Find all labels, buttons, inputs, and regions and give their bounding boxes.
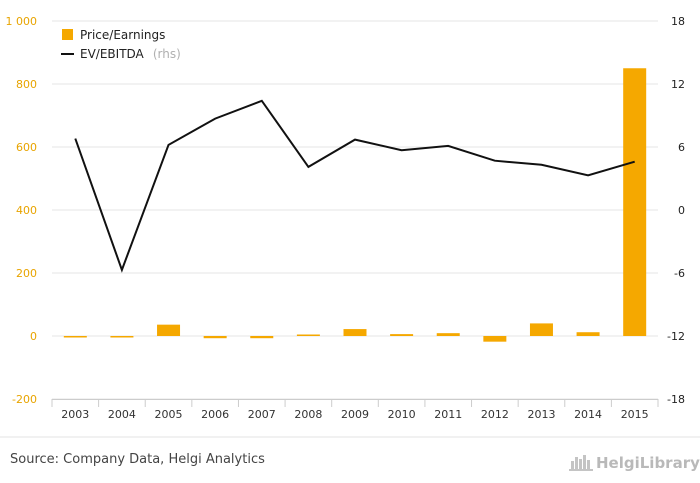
legend: Price/Earnings EV/EBITDA (rhs) (61, 28, 181, 62)
right-tick-label: 6 (678, 141, 685, 154)
right-tick-label: 18 (671, 15, 685, 28)
right-tick-label: -18 (667, 393, 685, 406)
bar-price-earnings-2009 (343, 329, 367, 336)
bar-price-earnings-2010 (390, 334, 414, 336)
legend-swatch-price-earnings (62, 29, 73, 40)
bar-price-earnings-2004 (110, 336, 134, 338)
left-axis-ticks: -200 0 200 400 600 800 1 000 (6, 15, 38, 406)
helgi-library-icon (569, 455, 593, 471)
x-tick-label: 2013 (527, 408, 555, 421)
left-tick-label: 800 (16, 78, 37, 91)
legend-label-ev-ebitda: EV/EBITDA (rhs) (80, 43, 181, 62)
bar-price-earnings-2007 (250, 336, 274, 339)
right-tick-label: -6 (674, 267, 685, 280)
bar-price-earnings-2012 (483, 336, 507, 342)
left-tick-label: 1 000 (6, 15, 38, 28)
x-tick-label: 2012 (481, 408, 509, 421)
right-tick-label: 0 (678, 204, 685, 217)
bar-price-earnings-2015 (623, 68, 647, 336)
x-tick-label: 2008 (294, 408, 322, 421)
left-tick-label: 200 (16, 267, 37, 280)
line-ev-ebitda (74, 99, 635, 273)
gridlines (52, 20, 658, 400)
bar-price-earnings-2008 (296, 334, 320, 336)
bar-series (63, 68, 647, 342)
source-note: Source: Company Data, Helgi Analytics (10, 452, 265, 467)
right-axis-ticks: -18 -12 -6 0 6 12 18 (667, 15, 685, 406)
x-tick-label: 2009 (341, 408, 369, 421)
x-tick-label: 2003 (61, 408, 89, 421)
left-tick-label: 0 (30, 330, 37, 343)
x-tick-label: 2007 (248, 408, 276, 421)
x-axis-ticks: 2003 2004 2005 2006 2007 2008 2009 2010 2011 2012… (61, 408, 648, 421)
left-tick-label: 600 (16, 141, 37, 154)
line-series (74, 99, 635, 273)
bar-price-earnings-2014 (576, 332, 600, 336)
bar-price-earnings-2005 (157, 324, 181, 336)
bar-price-earnings-2003 (63, 336, 87, 338)
axes (51, 399, 659, 407)
x-tick-label: 2011 (434, 408, 462, 421)
x-tick-label: 2010 (388, 408, 416, 421)
left-tick-label: 400 (16, 204, 37, 217)
x-tick-label: 2015 (621, 408, 649, 421)
x-tick-label: 2004 (108, 408, 136, 421)
right-tick-label: 12 (671, 78, 685, 91)
x-tick-label: 2005 (155, 408, 183, 421)
bar-price-earnings-2013 (529, 323, 553, 336)
x-tick-label: 2014 (574, 408, 602, 421)
helgi-library-logo: HelgiLibrary (569, 454, 700, 472)
logo-text: HelgiLibrary (596, 454, 700, 472)
legend-label-price-earnings: Price/Earnings (80, 28, 165, 42)
x-tick-label: 2006 (201, 408, 229, 421)
left-tick-label: -200 (12, 393, 37, 406)
bar-price-earnings-2006 (203, 336, 227, 339)
bar-price-earnings-2011 (436, 333, 460, 336)
right-tick-label: -12 (667, 330, 685, 343)
